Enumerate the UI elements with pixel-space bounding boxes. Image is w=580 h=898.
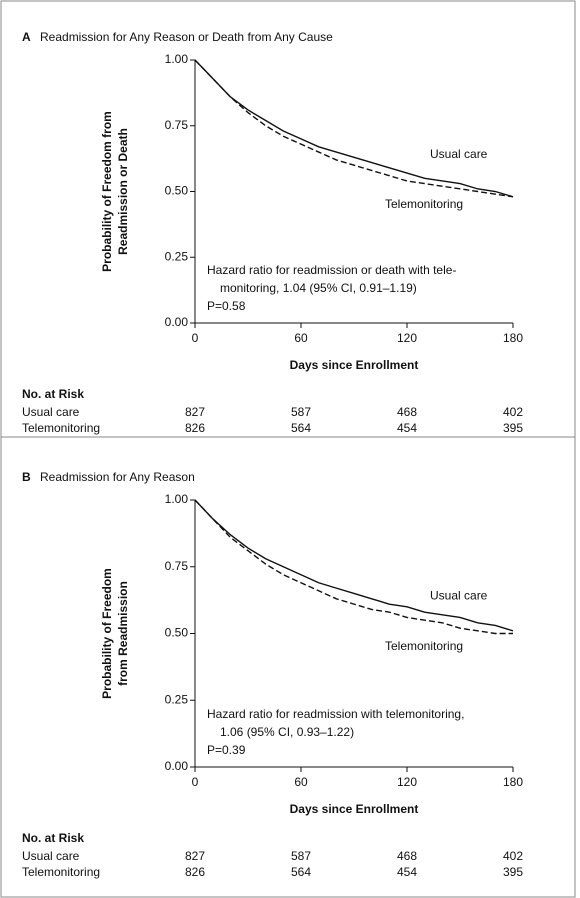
risk-row-label: Usual care: [22, 849, 80, 863]
y-axis-label: Probability of Freedom from: [100, 111, 114, 272]
risk-count: 402: [503, 849, 523, 863]
x-tick-label: 60: [294, 331, 308, 345]
panel-border: [0, 436, 576, 898]
risk-count: 587: [291, 849, 311, 863]
survival-curve: [194, 59, 514, 198]
y-tick-label: 0.50: [165, 184, 189, 198]
x-tick-label: 120: [397, 331, 417, 345]
panel-label: A: [22, 30, 31, 44]
risk-count: 827: [185, 849, 205, 863]
annotation: monitoring, 1.04 (95% CI, 0.91–1.19): [220, 281, 417, 295]
risk-row-label: Telemonitoring: [22, 865, 100, 879]
risk-count: 827: [185, 405, 205, 419]
annotation: P=0.39: [207, 743, 246, 757]
annotation: Hazard ratio for readmission with telemo…: [207, 707, 464, 721]
y-tick-label: 0.75: [165, 559, 189, 573]
y-axis-label: Probability of Freedom: [100, 568, 114, 699]
chart-title: Readmission for Any Reason or Death from…: [40, 30, 333, 44]
x-axis-label: Days since Enrollment: [290, 358, 419, 372]
x-tick-label: 60: [294, 775, 308, 789]
y-tick-label: 0.25: [165, 249, 189, 263]
y-axis-label: from Readmission: [116, 581, 130, 686]
risk-row-label: Usual care: [22, 405, 80, 419]
risk-count: 587: [291, 405, 311, 419]
curve-label: Telemonitoring: [385, 197, 463, 211]
chart-title: Readmission for Any Reason: [40, 470, 195, 484]
y-tick-label: 1.00: [165, 52, 189, 66]
y-tick-label: 0.75: [165, 118, 189, 132]
risk-count: 468: [397, 849, 417, 863]
curve-label: Telemonitoring: [385, 639, 463, 653]
curve-label: Usual care: [430, 147, 488, 161]
risk-count: 564: [291, 421, 311, 435]
risk-count: 468: [397, 405, 417, 419]
x-axis-label: Days since Enrollment: [290, 802, 419, 816]
risk-count: 454: [397, 421, 417, 435]
risk-count: 826: [185, 865, 205, 879]
risk-count: 454: [397, 865, 417, 879]
panel-label: B: [22, 470, 31, 484]
curve-label: Usual care: [430, 588, 488, 602]
y-axis-label: Readmission or Death: [116, 128, 130, 255]
risk-count: 826: [185, 421, 205, 435]
risk-count: 564: [291, 865, 311, 879]
risk-title: No. at Risk: [22, 831, 84, 845]
annotation: P=0.58: [207, 299, 246, 313]
x-tick-label: 0: [192, 331, 199, 345]
y-tick-label: 0.00: [165, 759, 189, 773]
risk-row-label: Telemonitoring: [22, 421, 100, 435]
risk-title: No. at Risk: [22, 387, 84, 401]
x-tick-label: 180: [503, 331, 523, 345]
x-tick-label: 0: [192, 775, 199, 789]
y-tick-label: 0.50: [165, 626, 189, 640]
survival-curve: [194, 499, 513, 635]
y-tick-label: 0.25: [165, 692, 189, 706]
survival-curve: [194, 59, 514, 198]
y-tick-label: 0.00: [165, 315, 189, 329]
y-tick-label: 1.00: [165, 492, 189, 506]
x-tick-label: 180: [503, 775, 523, 789]
annotation: 1.06 (95% CI, 0.93–1.22): [220, 725, 354, 739]
panel-border: [0, 0, 576, 438]
x-tick-label: 120: [397, 775, 417, 789]
risk-count: 402: [503, 405, 523, 419]
risk-count: 395: [503, 865, 523, 879]
annotation: Hazard ratio for readmission or death wi…: [207, 263, 456, 277]
risk-count: 395: [503, 421, 523, 435]
survival-curve: [194, 499, 514, 632]
